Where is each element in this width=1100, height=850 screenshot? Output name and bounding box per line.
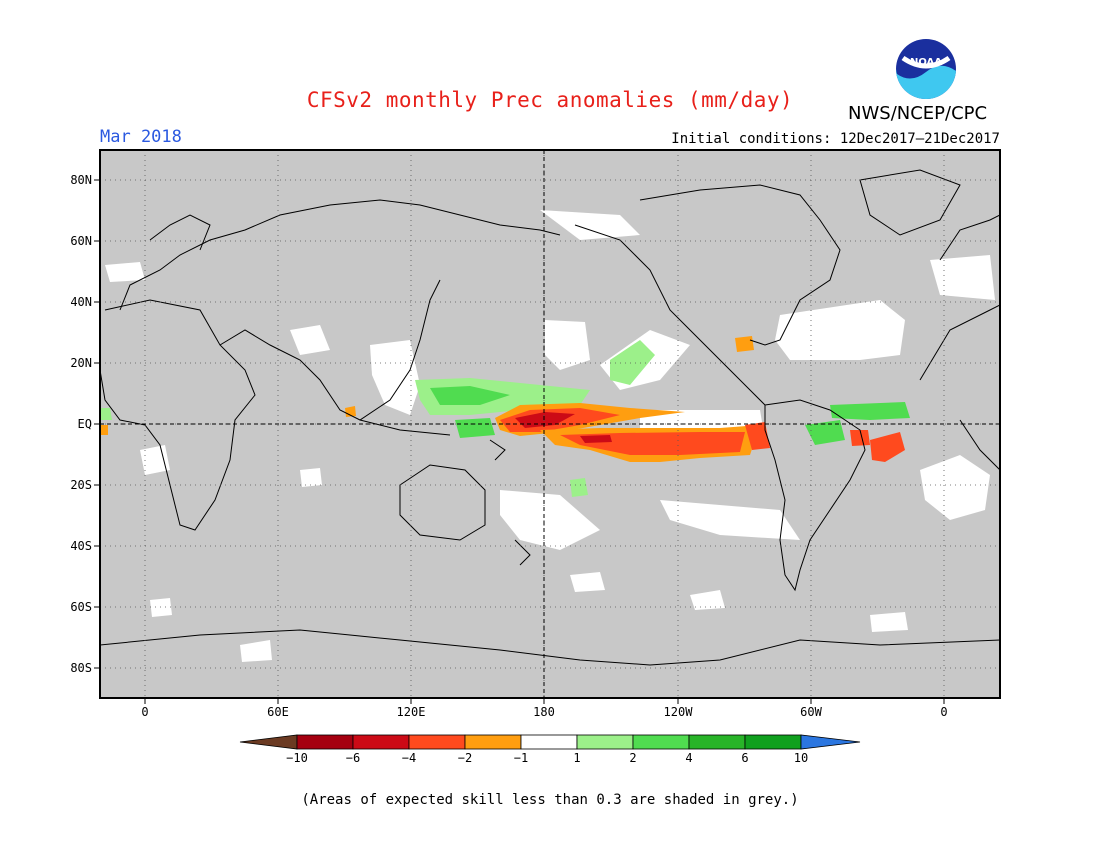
anomaly-patch <box>545 320 590 370</box>
anomaly-patch <box>775 300 905 360</box>
colorbar-label: −2 <box>458 751 472 765</box>
colorbar-cell <box>239 734 298 750</box>
colorbar-cell <box>296 734 354 750</box>
colorbar-cell <box>520 734 578 750</box>
colorbar-cell <box>352 734 410 750</box>
dry-anomaly <box>745 422 770 450</box>
anomaly-patch <box>370 340 420 415</box>
colorbar-label: 4 <box>685 751 692 765</box>
colorbar-cell <box>800 734 861 750</box>
colorbar-cell <box>688 734 746 750</box>
latitude-axis: 80N 60N 40N 20N EQ 20S 40S 60S 80S <box>70 173 100 675</box>
colorbar-label: 2 <box>629 751 636 765</box>
graticule <box>100 150 1000 698</box>
colorbar-cell <box>744 734 802 750</box>
anomaly-patch <box>140 445 170 475</box>
colorbar-label: 1 <box>573 751 580 765</box>
colorbar-label: −6 <box>346 751 360 765</box>
anomaly-patch <box>870 612 908 632</box>
coastline <box>119 199 561 311</box>
lon-label: 120W <box>664 705 694 719</box>
lat-label: 60S <box>70 600 92 614</box>
lon-label: 0 <box>141 705 148 719</box>
dry-anomaly <box>735 336 754 352</box>
lat-label: EQ <box>78 417 92 431</box>
initial-conditions: Initial conditions: 12Dec2017–21Dec2017 <box>671 131 1000 147</box>
lat-label: 60N <box>70 234 92 248</box>
logo-text: NOAA <box>910 57 942 68</box>
wet-anomaly <box>570 478 588 497</box>
chart-title: CFSv2 monthly Prec anomalies (mm/day) <box>306 88 794 112</box>
colorbar-cell <box>632 734 690 750</box>
lat-label: 20S <box>70 478 92 492</box>
dry-anomaly <box>580 435 612 443</box>
dry-anomaly <box>870 432 905 462</box>
coastline <box>100 299 256 531</box>
anomaly-patch <box>690 590 725 610</box>
coastline <box>939 214 1000 261</box>
anomaly-patch <box>290 325 330 355</box>
coastline <box>219 279 441 421</box>
anomaly-patch <box>500 490 600 550</box>
colorbar-label: 6 <box>741 751 748 765</box>
anomaly-patch <box>920 455 990 520</box>
footnote: (Areas of expected skill less than 0.3 a… <box>301 792 799 808</box>
coastline <box>574 224 766 406</box>
colorbar-cell <box>408 734 466 750</box>
coastline <box>639 184 841 346</box>
colorbar-cell <box>576 734 634 750</box>
colorbar-label: −1 <box>514 751 528 765</box>
anomaly-patch <box>570 572 605 592</box>
wet-anomaly <box>455 418 495 438</box>
wet-anomaly <box>805 420 845 445</box>
lon-label: 60W <box>800 705 822 719</box>
noaa-logo-icon: NOAA <box>896 39 956 99</box>
coastline <box>959 419 1000 471</box>
lat-label: 20N <box>70 356 92 370</box>
anomaly-shading <box>100 210 995 662</box>
coastline <box>149 214 211 251</box>
lon-label: 60E <box>267 705 289 719</box>
coastline <box>489 439 506 461</box>
dry-anomaly <box>100 425 108 435</box>
coastline <box>399 464 486 541</box>
coastline <box>514 539 531 566</box>
wet-anomaly <box>430 386 510 405</box>
colorbar-cell <box>464 734 522 750</box>
colorbar-label: −4 <box>402 751 416 765</box>
coastline <box>764 399 866 592</box>
wet-anomaly <box>830 402 910 420</box>
anomaly-patch <box>240 640 272 662</box>
lon-label: 180 <box>533 705 555 719</box>
anomaly-patch <box>105 262 145 282</box>
anomaly-patch <box>660 500 800 540</box>
coastline <box>100 629 1000 666</box>
colorbar: −10 −6 −4 −2 −1 1 2 4 6 10 <box>239 734 861 765</box>
lat-label: 80N <box>70 173 92 187</box>
dry-anomaly <box>850 430 870 446</box>
anomaly-patch <box>150 598 172 617</box>
coastline <box>859 169 961 236</box>
colorbar-label: 10 <box>794 751 808 765</box>
agency-label: NWS/NCEP/CPC <box>848 103 988 124</box>
lat-label: 80S <box>70 661 92 675</box>
lat-label: 40S <box>70 539 92 553</box>
coastline <box>359 419 451 436</box>
anomaly-patch <box>300 468 322 487</box>
coastlines <box>100 169 1000 666</box>
lon-label: 0 <box>940 705 947 719</box>
anomaly-patch <box>540 210 640 240</box>
lon-label: 120E <box>397 705 426 719</box>
wet-anomaly <box>100 408 112 420</box>
anomaly-patch <box>930 255 995 300</box>
forecast-month: Mar 2018 <box>100 127 182 147</box>
lat-label: 40N <box>70 295 92 309</box>
longitude-axis: 0 60E 120E 180 120W 60W 0 <box>141 698 948 719</box>
colorbar-label: −10 <box>286 751 308 765</box>
coastline <box>919 304 1000 381</box>
wet-anomaly <box>610 340 655 385</box>
